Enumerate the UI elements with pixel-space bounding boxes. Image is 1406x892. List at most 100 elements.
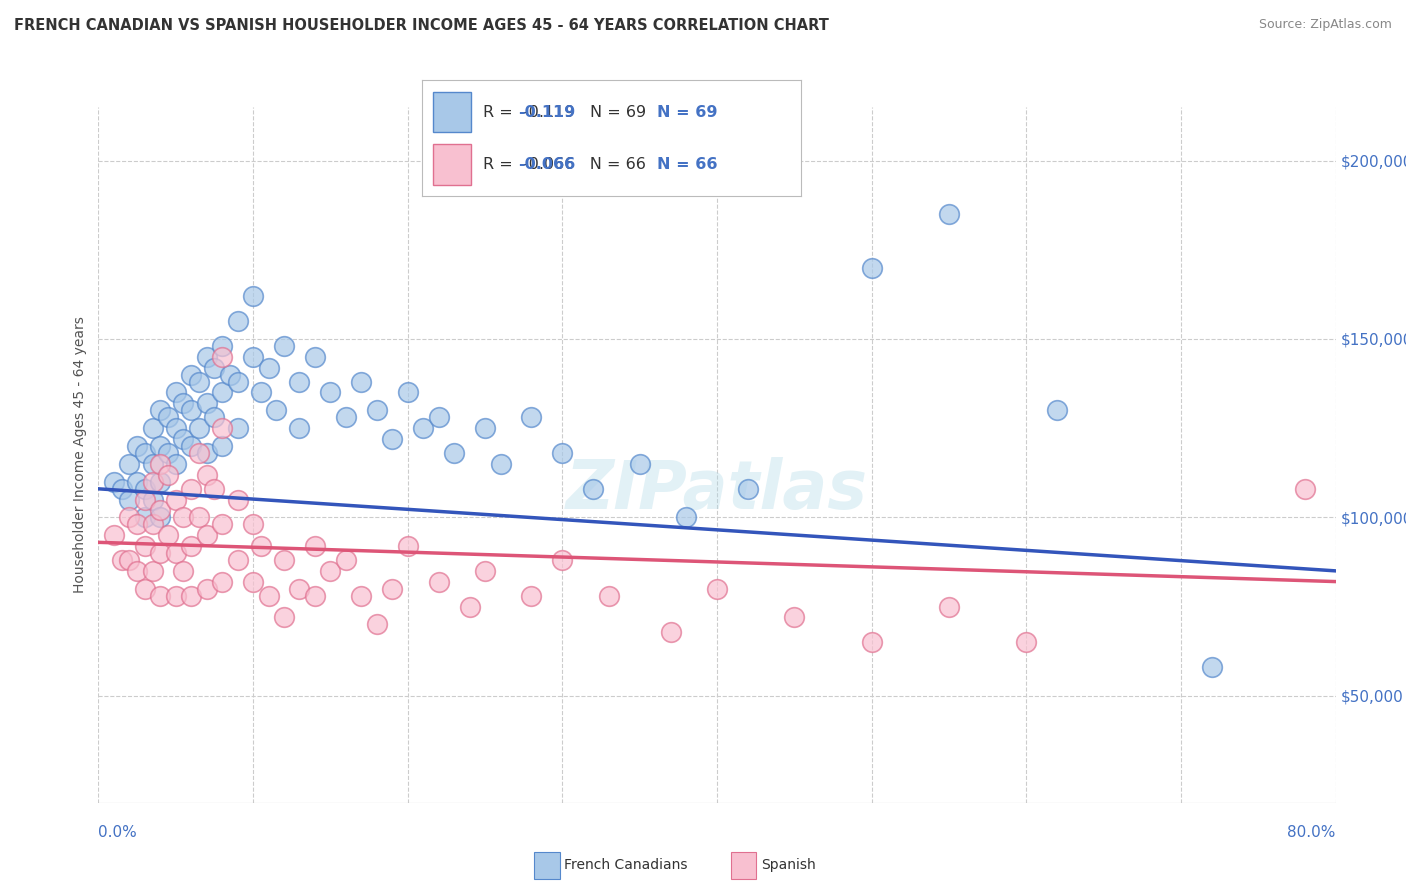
Point (226, 375, 249, 389)
Point (118, 553, 141, 567)
Point (211, 421, 233, 435)
Point (127, 517, 149, 532)
Point (195, 582, 218, 596)
Point (134, 539, 156, 553)
Point (204, 410, 226, 425)
Point (165, 385, 187, 400)
Point (458, 599, 481, 614)
Point (134, 492, 156, 507)
Point (134, 510, 156, 524)
Point (157, 446, 180, 460)
Point (118, 492, 141, 507)
Point (134, 446, 156, 460)
Bar (433, 92, 471, 132)
Point (165, 546, 187, 560)
Point (180, 539, 202, 553)
Point (319, 385, 342, 400)
Point (111, 482, 134, 496)
Point (396, 539, 419, 553)
Point (938, 599, 960, 614)
Point (118, 457, 141, 471)
Point (737, 482, 759, 496)
Point (180, 482, 202, 496)
Text: -0.119: -0.119 (519, 104, 576, 120)
Point (127, 475, 149, 489)
Point (427, 410, 450, 425)
Point (157, 410, 180, 425)
Point (582, 482, 605, 496)
Point (188, 375, 211, 389)
Text: Spanish: Spanish (761, 858, 815, 872)
Point (366, 403, 388, 417)
Point (180, 439, 202, 453)
Point (149, 510, 172, 524)
Point (396, 385, 419, 400)
Point (350, 589, 373, 603)
Point (860, 635, 883, 649)
Point (250, 385, 273, 400)
Point (149, 546, 172, 560)
Point (211, 350, 233, 364)
Point (288, 375, 311, 389)
Point (257, 589, 280, 603)
Point (195, 528, 218, 542)
Point (266, 403, 288, 417)
Point (142, 492, 165, 507)
Point (142, 517, 165, 532)
Point (134, 482, 156, 496)
Point (706, 582, 728, 596)
Point (242, 574, 264, 589)
Point (427, 574, 450, 589)
Point (226, 314, 249, 328)
Point (335, 410, 357, 425)
Point (173, 564, 195, 578)
Point (165, 492, 187, 507)
Point (142, 475, 165, 489)
Point (242, 350, 264, 364)
Point (188, 446, 211, 460)
Point (211, 339, 233, 353)
Point (304, 350, 326, 364)
Point (1201, 660, 1223, 674)
Point (474, 421, 496, 435)
Point (180, 368, 202, 382)
Point (288, 421, 311, 435)
Point (211, 439, 233, 453)
Point (489, 457, 512, 471)
Point (142, 421, 165, 435)
Point (118, 510, 141, 524)
Point (173, 432, 195, 446)
Point (938, 207, 960, 221)
Point (520, 410, 543, 425)
Point (165, 457, 187, 471)
Point (165, 589, 187, 603)
Y-axis label: Householder Income Ages 45 - 64 years: Householder Income Ages 45 - 64 years (73, 317, 87, 593)
Point (195, 350, 218, 364)
Point (628, 457, 651, 471)
Point (520, 589, 543, 603)
Point (219, 368, 242, 382)
Point (211, 517, 233, 532)
Point (273, 553, 295, 567)
Bar (433, 144, 471, 185)
Point (1015, 635, 1038, 649)
Point (149, 457, 172, 471)
Text: R =  -0.119   N = 69: R = -0.119 N = 69 (482, 104, 645, 120)
Point (242, 517, 264, 532)
Text: 0.0%: 0.0% (98, 825, 138, 840)
Point (273, 610, 295, 624)
Point (226, 492, 249, 507)
Point (598, 589, 620, 603)
Point (304, 589, 326, 603)
Point (783, 610, 806, 624)
Point (195, 396, 218, 410)
Text: 80.0%: 80.0% (1288, 825, 1336, 840)
Point (149, 503, 172, 517)
Point (149, 439, 172, 453)
Point (173, 510, 195, 524)
Point (443, 446, 465, 460)
Point (288, 582, 311, 596)
Point (204, 360, 226, 375)
Point (551, 553, 574, 567)
Point (111, 553, 134, 567)
